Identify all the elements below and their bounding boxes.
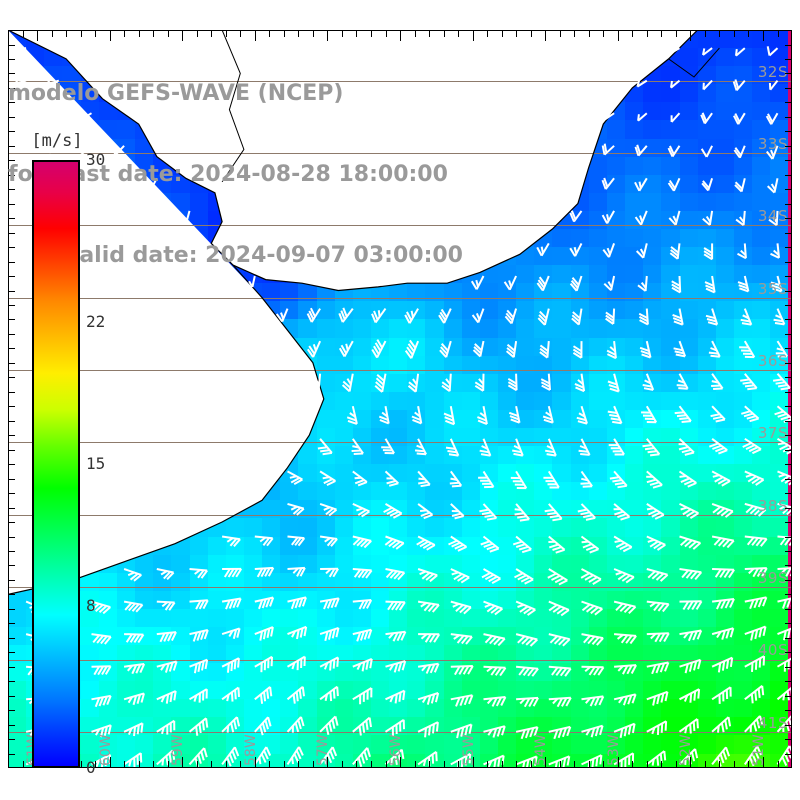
- longitude-label: 52W: [678, 734, 695, 766]
- colorbar-gradient: [32, 160, 80, 768]
- latitude-label: 34S: [757, 207, 788, 226]
- latitude-label: 38S: [757, 496, 788, 515]
- longitude-label: 58W: [242, 734, 259, 766]
- colorbar-tick: 0: [86, 758, 96, 777]
- latitude-label: 39S: [757, 569, 788, 588]
- title-model: modelo GEFS-WAVE (NCEP): [8, 81, 344, 106]
- latitude-label: 37S: [757, 424, 788, 443]
- longitude-label: 60W: [97, 734, 114, 766]
- latitude-label: 41S: [757, 713, 788, 732]
- latitude-label: 33S: [757, 135, 788, 153]
- colorbar-tick: 15: [86, 454, 106, 473]
- longitude-label: 51W: [750, 734, 767, 766]
- latitude-label: 32S: [757, 62, 788, 81]
- longitude-label: 59W: [170, 734, 187, 766]
- longitude-label: 57W: [315, 734, 332, 766]
- longitude-label: 56W: [388, 734, 404, 766]
- longitude-label: 55W: [460, 734, 477, 766]
- colorbar: [32, 160, 80, 768]
- colorbar-tick: 8: [86, 595, 96, 615]
- coastline: [8, 30, 720, 595]
- longitude-label: 54W: [533, 734, 550, 766]
- title-valid-date: valid date: 2024-09-07 03:00:00: [65, 243, 463, 268]
- latitude-label: 40S: [757, 641, 788, 660]
- longitude-label: 53W: [605, 734, 622, 766]
- latitude-label: 35S: [757, 279, 788, 298]
- colorbar-unit-label: [m/s]: [31, 131, 83, 151]
- colorbar-tick: 30: [86, 150, 106, 169]
- colorbar-tick: 22: [86, 312, 106, 332]
- latitude-label: 36S: [757, 352, 788, 371]
- land-mask: [8, 30, 698, 595]
